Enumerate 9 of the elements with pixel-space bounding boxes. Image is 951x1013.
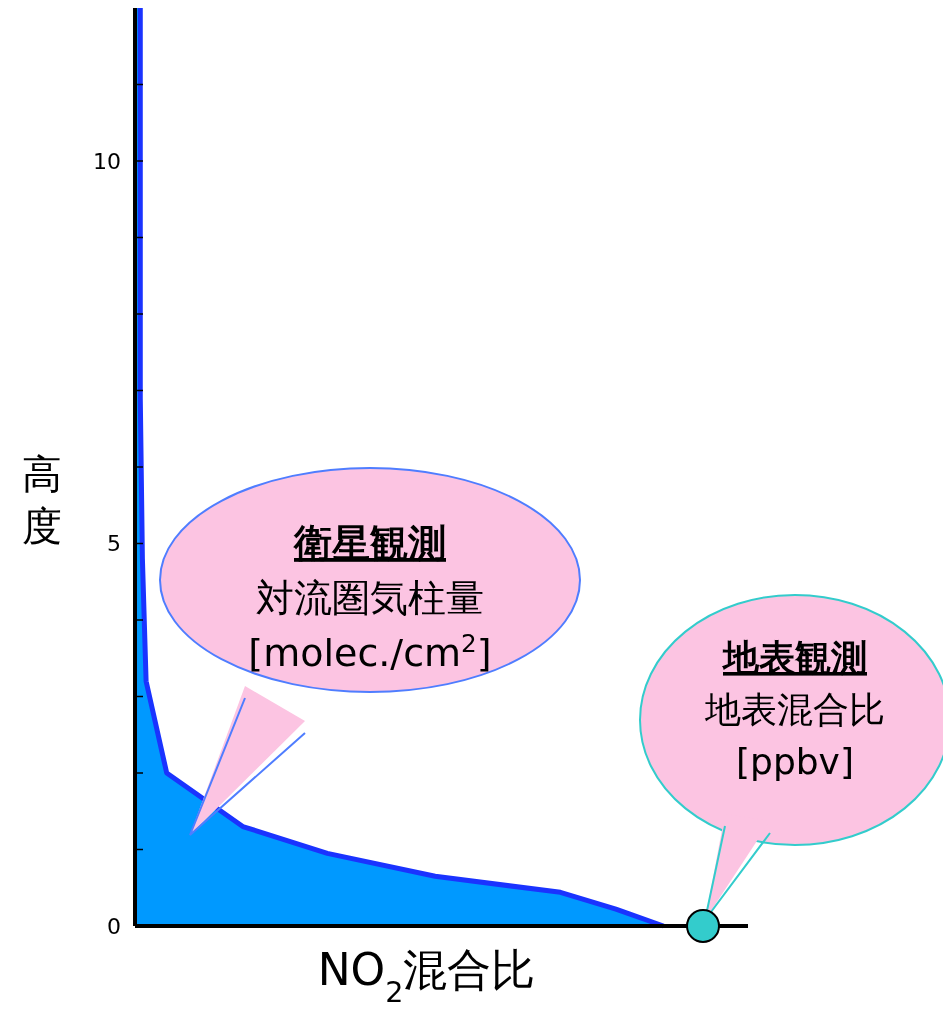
y-axis-title: 高度 bbox=[22, 451, 62, 549]
y-tick-label: 0 bbox=[107, 913, 121, 939]
y-tick-label: 5 bbox=[107, 531, 121, 557]
y-tick-label: 10 bbox=[93, 148, 121, 174]
x-axis-title: NO$_{2}$混合比 bbox=[317, 944, 536, 1009]
annotation: [molec./cm$^{2}$] bbox=[248, 628, 492, 676]
text: [ppbv] bbox=[736, 741, 854, 783]
text: 地表混合比 bbox=[704, 689, 885, 731]
annotation: 対流圏気柱量 bbox=[256, 576, 484, 621]
